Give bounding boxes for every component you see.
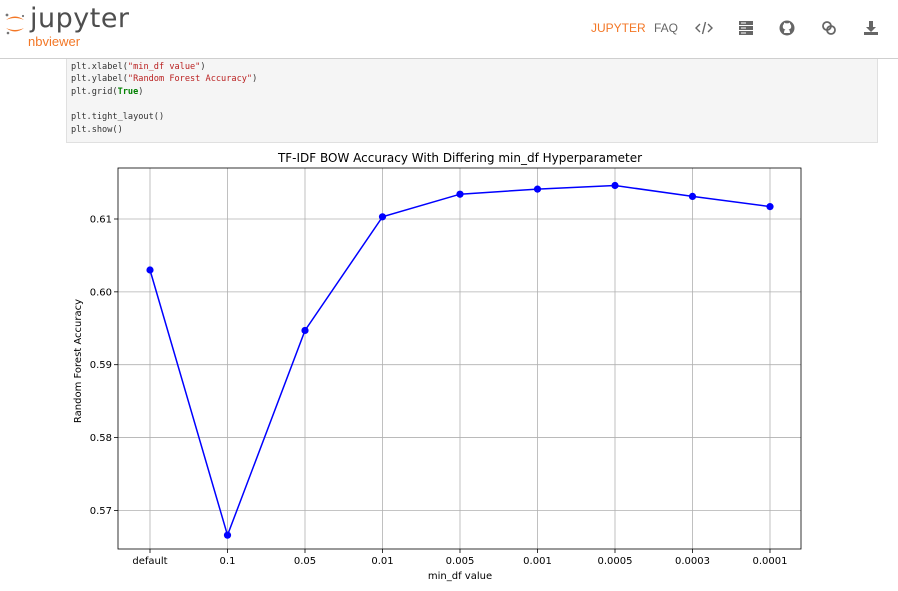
nav-link-jupyter[interactable]: JUPYTER (591, 21, 646, 35)
server-icon[interactable] (737, 19, 755, 37)
data-point (378, 213, 387, 221)
code-token: plt.xlabel( (71, 62, 128, 72)
github-icon[interactable] (778, 19, 796, 37)
code-token: plt.ylabel( (71, 74, 128, 84)
x-tick-label: default (132, 556, 167, 567)
chart-title: TF-IDF BOW Accuracy With Differing min_d… (277, 151, 642, 165)
data-point (688, 192, 697, 201)
jupyter-logo-icon (4, 12, 26, 36)
x-tick-label: 0.0005 (598, 556, 633, 567)
y-tick-label: 0.61 (90, 214, 112, 225)
line-chart: TF-IDF BOW Accuracy With Differing min_d… (73, 151, 802, 582)
data-point (146, 266, 154, 274)
code-icon[interactable] (695, 19, 713, 37)
code-line: plt.tight_layout() (71, 111, 164, 123)
y-axis-label: Random Forest Accuracy (73, 299, 84, 423)
code-line: plt.show() (71, 124, 123, 136)
data-point (456, 190, 464, 198)
code-token: plt.grid( (71, 87, 118, 97)
x-tick-label: 0.05 (294, 556, 316, 567)
x-tick-label: 0.1 (220, 556, 236, 567)
x-tick-label: 0.0003 (675, 556, 710, 567)
plot-area-frame (117, 167, 802, 550)
code-token: "Random Forest Accuracy" (127, 74, 253, 84)
link-icon[interactable] (820, 19, 838, 37)
data-point (223, 531, 232, 539)
code-line: plt.ylabel("Random Forest Accuracy") (71, 73, 257, 85)
brand-name: jupyter (30, 3, 130, 34)
code-token: ) (138, 87, 144, 97)
code-token: "min_df value" (127, 62, 201, 72)
x-tick-label: 0.01 (371, 556, 393, 567)
x-tick-label: 0.0001 (753, 556, 788, 567)
download-icon[interactable] (862, 19, 880, 37)
code-cell[interactable]: plt.xlabel("min_df value") plt.ylabel("R… (66, 59, 878, 143)
data-point (766, 203, 774, 211)
y-tick-label: 0.57 (90, 506, 112, 517)
x-tick-label: 0.001 (523, 556, 552, 567)
data-point (533, 185, 542, 193)
x-axis-label: min_df value (428, 571, 492, 582)
chart-output: TF-IDF BOW Accuracy With Differing min_d… (0, 143, 898, 591)
code-token: ) (252, 74, 258, 84)
y-tick-label: 0.59 (90, 360, 112, 371)
code-token: ) (200, 62, 206, 72)
code-token: True (117, 87, 139, 97)
y-tick-label: 0.58 (90, 433, 112, 444)
code-line: plt.grid(True) (71, 86, 143, 98)
navbar: jupyter nbviewer JUPYTER FAQ (0, 0, 898, 59)
x-tick-label: 0.005 (446, 556, 475, 567)
code-token: plt.show() (71, 125, 123, 135)
code-line: plt.xlabel("min_df value") (71, 61, 206, 73)
nav-link-faq[interactable]: FAQ (654, 21, 679, 35)
brand-logo-link[interactable]: jupyter nbviewer (4, 3, 134, 52)
data-point (301, 326, 309, 335)
data-point (611, 181, 619, 190)
brand-subtitle: nbviewer (28, 34, 81, 49)
code-token: plt.tight_layout() (71, 112, 165, 122)
y-tick-label: 0.60 (90, 287, 112, 298)
